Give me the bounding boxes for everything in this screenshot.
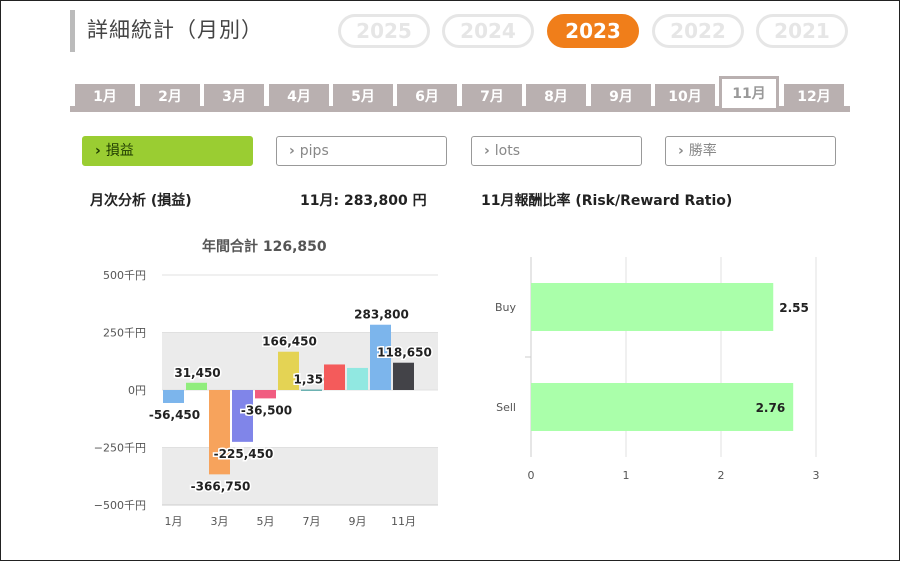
y-tick-label: −500千円 xyxy=(94,499,146,512)
chevron-right-icon: › xyxy=(484,143,490,159)
y-tick-label: 250千円 xyxy=(103,327,146,340)
x-tick-label: 1月 xyxy=(165,515,183,528)
y-tick-label: 500千円 xyxy=(103,269,146,282)
data-label: 1,350 xyxy=(294,373,332,387)
risk-reward-chart: 0 1 2 3 Buy 2.55 Sell 2.76 xyxy=(495,257,820,482)
tab-month-2[interactable]: 2月 xyxy=(140,84,200,108)
x-tick-label: 1 xyxy=(623,469,630,482)
data-label: -56,450 xyxy=(149,408,200,422)
tab-month-4[interactable]: 4月 xyxy=(269,84,329,108)
x-tick-label: 0 xyxy=(528,469,535,482)
year-button-2022[interactable]: 2022 xyxy=(652,14,744,48)
month-tabs: 1月 2月 3月 4月 5月 6月 7月 8月 9月 10月 11月 12月 xyxy=(70,76,850,112)
chevron-right-icon: › xyxy=(289,143,295,159)
tab-month-7[interactable]: 7月 xyxy=(462,84,522,108)
tab-month-12[interactable]: 12月 xyxy=(784,84,844,108)
tab-month-1[interactable]: 1月 xyxy=(75,84,135,108)
bar-3月 xyxy=(209,390,230,475)
year-button-2021[interactable]: 2021 xyxy=(756,14,848,48)
y-tick-label: 0円 xyxy=(128,384,146,397)
metric-button-winrate[interactable]: › 勝率 xyxy=(665,136,836,166)
data-label: 118,650 xyxy=(377,346,432,360)
chevron-right-icon: › xyxy=(95,143,101,159)
category-label: Sell xyxy=(496,401,516,414)
monthly-profit-value: 11月: 283,800 円 xyxy=(300,193,427,209)
bar-9月 xyxy=(347,367,368,390)
monthly-analysis-heading: 月次分析 (損益) xyxy=(90,193,192,209)
metric-label: lots xyxy=(494,143,521,159)
x-tick-label: 11月 xyxy=(391,515,416,528)
metric-label: pips xyxy=(299,143,329,159)
data-label: -366,750 xyxy=(191,479,251,493)
bar-5月 xyxy=(255,390,276,399)
metric-button-lots[interactable]: › lots xyxy=(471,136,642,166)
bar-2月 xyxy=(186,382,207,390)
risk-reward-heading: 11月報酬比率 (Risk/Reward Ratio) xyxy=(481,193,733,209)
bar-6月 xyxy=(278,351,299,390)
data-label: 283,800 xyxy=(354,308,409,322)
annual-total-title: 年間合計 126,850 xyxy=(202,239,327,255)
data-label: -225,450 xyxy=(214,447,274,461)
x-tick-label: 9月 xyxy=(349,515,367,528)
page-title: 詳細統計（月別） xyxy=(70,10,263,52)
x-tick-label: 2 xyxy=(718,469,725,482)
category-label: Buy xyxy=(495,301,517,314)
data-label: 2.55 xyxy=(779,301,809,315)
data-label: 2.76 xyxy=(756,401,786,415)
tab-month-10[interactable]: 10月 xyxy=(655,84,715,108)
metric-label: 損益 xyxy=(105,143,134,159)
bar-10月 xyxy=(370,324,391,390)
year-button-2025[interactable]: 2025 xyxy=(338,14,430,48)
bar-Buy xyxy=(531,283,774,331)
data-label: 166,450 xyxy=(262,335,317,349)
month-tab-underline xyxy=(70,106,850,112)
tab-month-8[interactable]: 8月 xyxy=(526,84,586,108)
bar-8月 xyxy=(324,364,345,390)
chevron-right-icon: › xyxy=(678,143,684,159)
chart-band xyxy=(162,332,438,390)
metric-label: 勝率 xyxy=(688,143,717,159)
tab-month-9[interactable]: 9月 xyxy=(591,84,651,108)
x-tick-label: 3 xyxy=(813,469,820,482)
bar-4月 xyxy=(232,390,253,442)
y-tick-label: −250千円 xyxy=(94,442,146,455)
data-label: -36,500 xyxy=(241,403,292,417)
bar-11月 xyxy=(393,362,414,390)
x-tick-label: 3月 xyxy=(211,515,229,528)
bar-7月 xyxy=(301,389,322,391)
metric-button-profit[interactable]: › 損益 xyxy=(82,136,253,166)
tab-month-5[interactable]: 5月 xyxy=(333,84,393,108)
tab-month-11[interactable]: 11月 xyxy=(719,76,779,108)
tab-month-3[interactable]: 3月 xyxy=(204,84,264,108)
year-button-2023[interactable]: 2023 xyxy=(547,14,639,48)
monthly-profit-chart: 500千円 250千円 0円 −250千円 −500千円 -56,450 31,450 -36… xyxy=(94,269,438,528)
bar-Sell xyxy=(531,383,794,431)
tab-month-6[interactable]: 6月 xyxy=(397,84,457,108)
bar-1月 xyxy=(163,390,184,403)
x-tick-label: 5月 xyxy=(257,515,275,528)
metric-button-pips[interactable]: › pips xyxy=(276,136,447,166)
data-label: 31,450 xyxy=(174,366,220,380)
year-button-2024[interactable]: 2024 xyxy=(442,14,534,48)
chart-band xyxy=(162,447,438,505)
x-tick-label: 7月 xyxy=(303,515,321,528)
